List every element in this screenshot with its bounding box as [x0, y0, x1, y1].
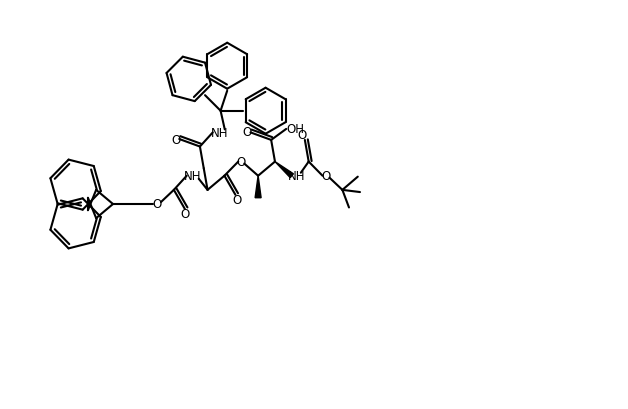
Text: NH: NH [184, 170, 202, 183]
Text: O: O [153, 198, 161, 211]
Text: O: O [321, 170, 330, 183]
Text: NH: NH [288, 170, 306, 183]
Text: O: O [233, 194, 242, 207]
Polygon shape [275, 162, 293, 178]
Text: O: O [180, 208, 190, 221]
Text: O: O [243, 126, 252, 139]
Text: O: O [237, 156, 246, 169]
Text: OH: OH [286, 123, 304, 136]
Polygon shape [255, 176, 261, 198]
Text: O: O [297, 129, 306, 142]
Text: O: O [171, 133, 181, 146]
Text: NH: NH [211, 126, 229, 139]
